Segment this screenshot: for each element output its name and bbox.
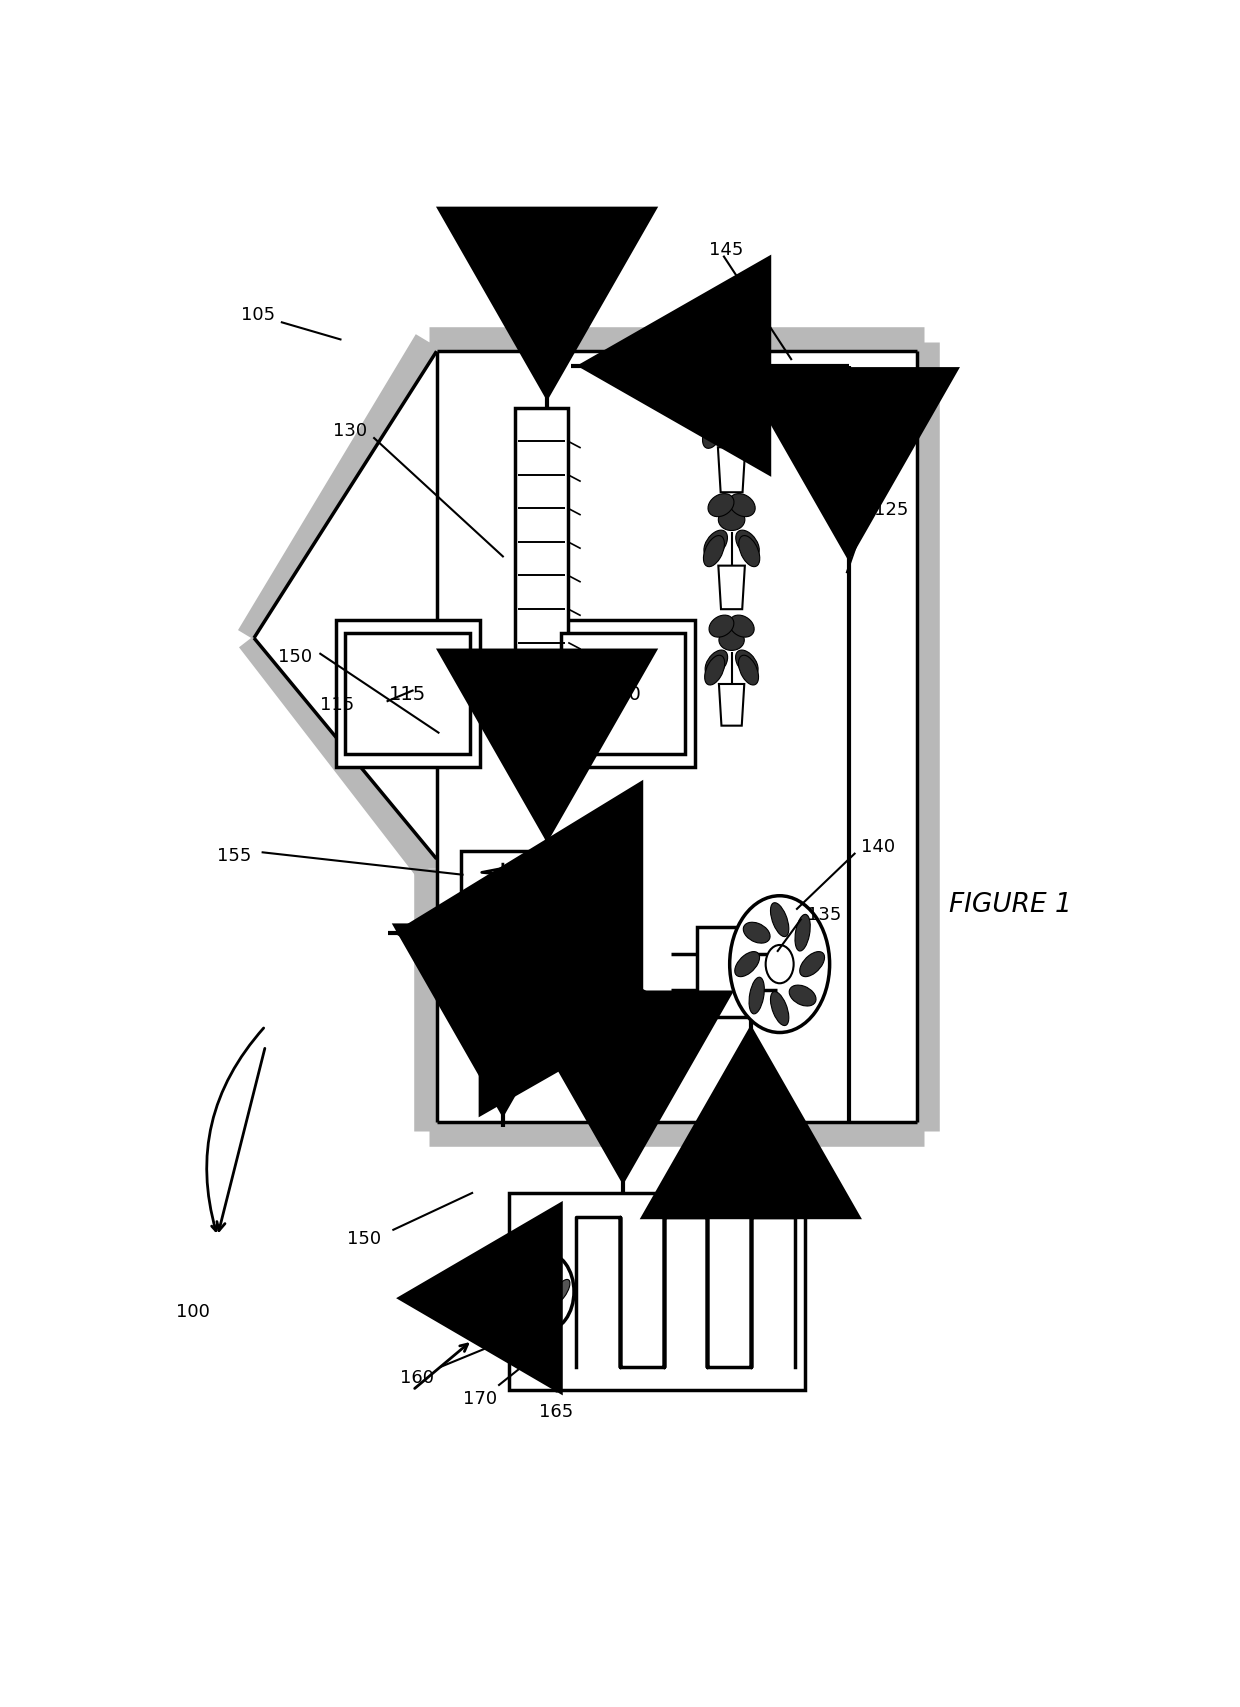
Ellipse shape bbox=[735, 531, 759, 558]
Ellipse shape bbox=[770, 992, 789, 1026]
Text: 105: 105 bbox=[242, 306, 275, 324]
Ellipse shape bbox=[719, 630, 744, 650]
Text: 170: 170 bbox=[463, 1389, 497, 1407]
Text: FIGURE 1: FIGURE 1 bbox=[949, 891, 1071, 917]
Bar bbox=[697, 929, 753, 1017]
Bar bbox=[508, 1193, 805, 1391]
Text: 145: 145 bbox=[708, 241, 743, 258]
Ellipse shape bbox=[739, 655, 759, 686]
Ellipse shape bbox=[703, 411, 728, 440]
Ellipse shape bbox=[703, 536, 724, 567]
Circle shape bbox=[765, 946, 794, 983]
Text: 115: 115 bbox=[320, 695, 355, 714]
Bar bbox=[336, 620, 480, 768]
Bar bbox=[460, 852, 546, 1022]
Text: 165: 165 bbox=[539, 1403, 574, 1420]
Bar bbox=[436, 352, 918, 1121]
Bar bbox=[516, 408, 568, 744]
Ellipse shape bbox=[703, 417, 724, 449]
Ellipse shape bbox=[706, 650, 728, 678]
Text: 100: 100 bbox=[176, 1302, 210, 1321]
Polygon shape bbox=[254, 352, 436, 859]
Text: 145: 145 bbox=[768, 1156, 801, 1173]
Bar bbox=[551, 620, 696, 768]
Ellipse shape bbox=[704, 655, 724, 686]
Ellipse shape bbox=[795, 915, 810, 951]
Ellipse shape bbox=[749, 978, 764, 1014]
Ellipse shape bbox=[789, 985, 816, 1007]
Ellipse shape bbox=[707, 374, 734, 398]
Bar bbox=[560, 633, 686, 754]
Ellipse shape bbox=[735, 953, 760, 976]
Ellipse shape bbox=[739, 536, 760, 567]
Ellipse shape bbox=[536, 1258, 554, 1282]
Ellipse shape bbox=[718, 509, 745, 531]
Text: 150: 150 bbox=[278, 649, 312, 666]
Text: 110: 110 bbox=[518, 249, 552, 266]
Ellipse shape bbox=[800, 953, 825, 976]
Ellipse shape bbox=[521, 1280, 538, 1304]
Circle shape bbox=[516, 1253, 574, 1331]
Ellipse shape bbox=[743, 923, 770, 944]
Text: 125: 125 bbox=[874, 500, 908, 519]
Polygon shape bbox=[719, 685, 744, 725]
Text: 120: 120 bbox=[589, 242, 624, 259]
Ellipse shape bbox=[739, 417, 760, 449]
Ellipse shape bbox=[552, 1280, 570, 1304]
Ellipse shape bbox=[735, 650, 758, 678]
Circle shape bbox=[541, 1285, 551, 1299]
Text: 115: 115 bbox=[389, 685, 427, 703]
Bar bbox=[345, 633, 470, 754]
Ellipse shape bbox=[729, 616, 754, 638]
Text: 200: 200 bbox=[605, 685, 641, 703]
Ellipse shape bbox=[718, 389, 745, 411]
Text: 130: 130 bbox=[332, 422, 367, 440]
Ellipse shape bbox=[770, 903, 789, 937]
Ellipse shape bbox=[735, 411, 760, 440]
Ellipse shape bbox=[709, 616, 734, 638]
Text: 135: 135 bbox=[806, 906, 841, 923]
Text: 160: 160 bbox=[401, 1369, 434, 1386]
Ellipse shape bbox=[536, 1301, 554, 1326]
Text: 150: 150 bbox=[347, 1229, 382, 1246]
Polygon shape bbox=[718, 567, 745, 609]
Ellipse shape bbox=[704, 531, 728, 558]
Ellipse shape bbox=[729, 374, 756, 398]
Ellipse shape bbox=[729, 495, 755, 517]
Text: 140: 140 bbox=[862, 836, 895, 855]
Text: 155: 155 bbox=[217, 847, 252, 864]
Circle shape bbox=[729, 896, 830, 1033]
Polygon shape bbox=[718, 447, 745, 493]
Ellipse shape bbox=[708, 495, 734, 517]
